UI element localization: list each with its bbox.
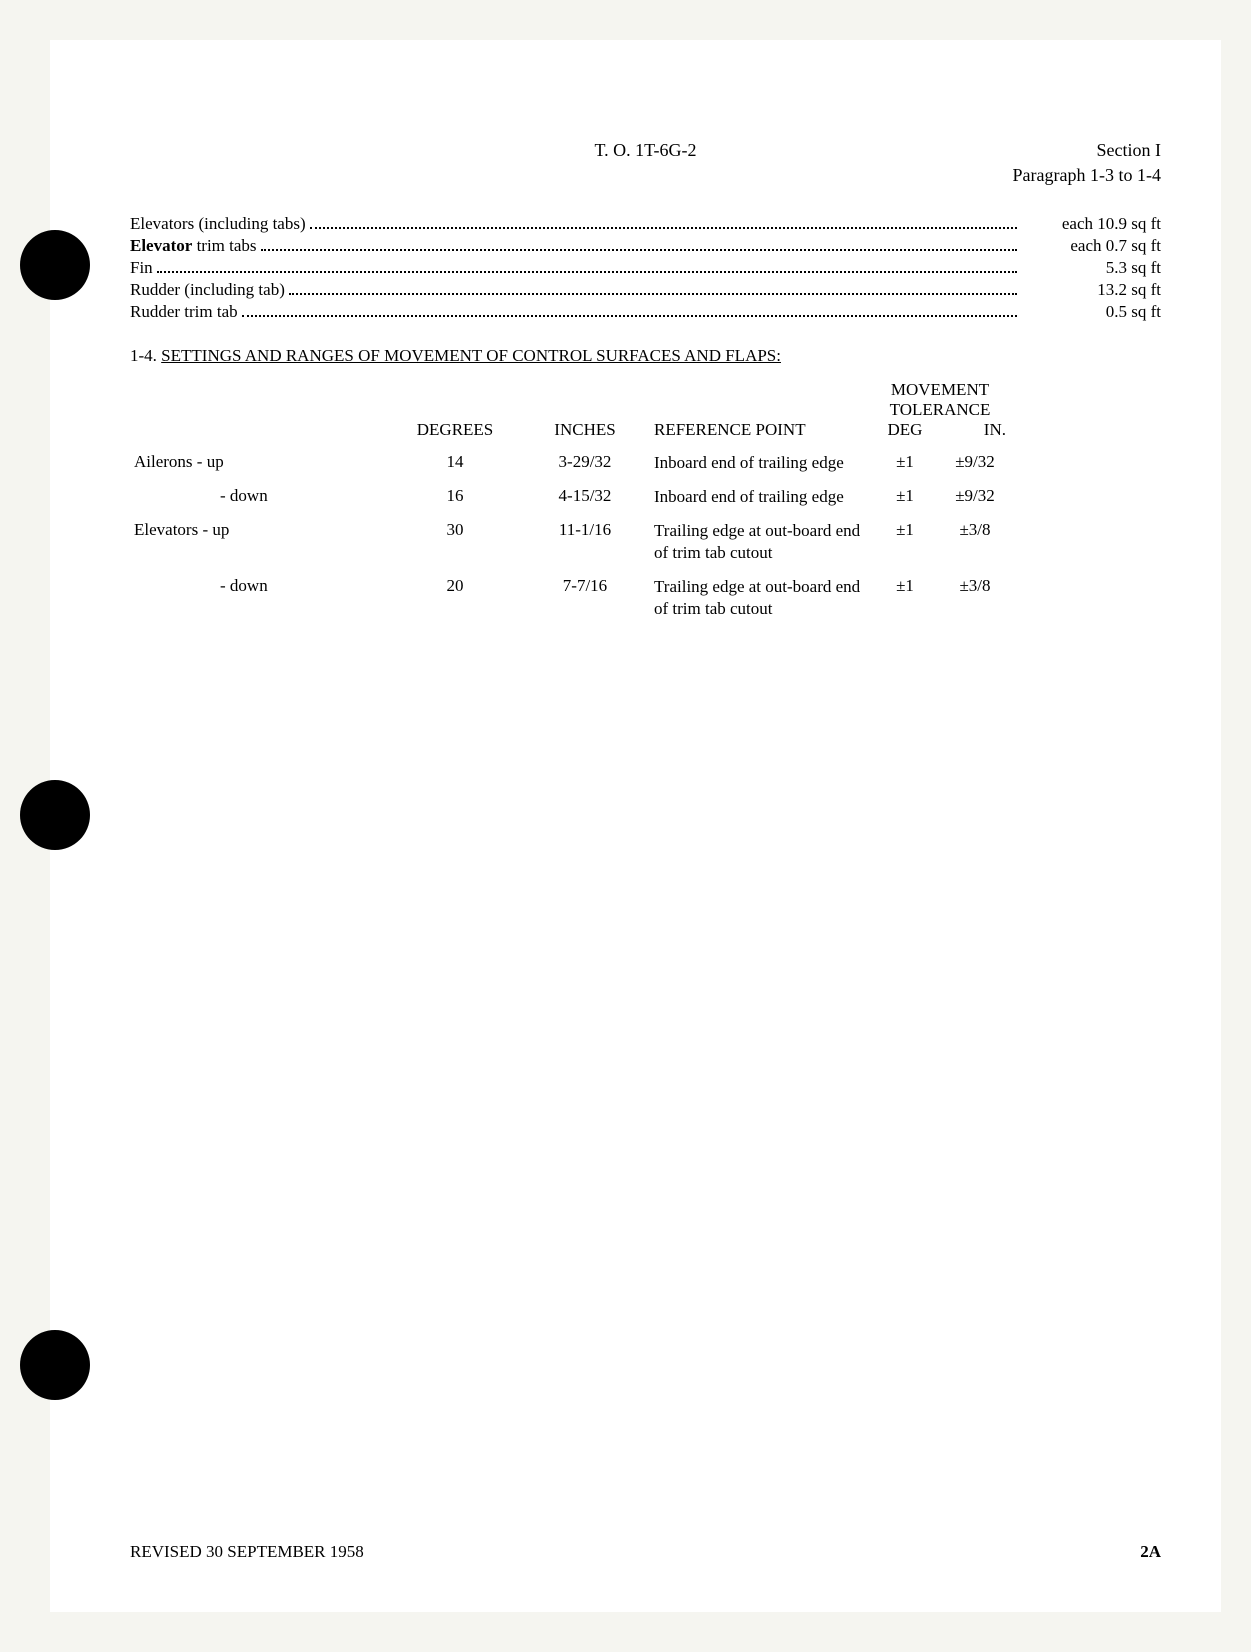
row-inches: 4-15/32 (520, 486, 650, 506)
dotted-row: Elevator trim tabs each 0.7 sq ft (130, 236, 1161, 256)
table-row: Ailerons - up 14 3-29/32 Inboard end of … (130, 452, 1161, 474)
dotted-row: Rudder (including tab) 13.2 sq ft (130, 280, 1161, 300)
row-name: Elevators - up (130, 520, 390, 540)
col-tolerance: TOLERANCE (870, 400, 1010, 420)
section-title: SETTINGS AND RANGES OF MOVEMENT OF CONTR… (161, 346, 781, 365)
dotted-label-bold: Elevator (130, 236, 192, 255)
row-tol-deg: ±1 (870, 520, 940, 540)
header-row-2: Paragraph 1-3 to 1-4 (130, 165, 1161, 186)
dotted-row: Fin 5.3 sq ft (130, 258, 1161, 278)
dotted-value: 5.3 sq ft (1021, 258, 1161, 278)
leader-dots (261, 249, 1017, 251)
leader-dots (289, 293, 1017, 295)
row-tol-deg: ±1 (870, 486, 940, 506)
row-degrees: 14 (390, 452, 520, 472)
paragraph-range: Paragraph 1-3 to 1-4 (1013, 165, 1161, 186)
row-name: Ailerons - up (130, 452, 390, 472)
dotted-label: Elevator trim tabs (130, 236, 257, 256)
table-row: Elevators - up 30 11-1/16 Trailing edge … (130, 520, 1161, 564)
col-movement: MOVEMENT (870, 380, 1010, 400)
row-ref: Trailing edge at out-board end of trim t… (650, 576, 870, 620)
table-header: TOLERANCE (130, 400, 1161, 420)
row-inches: 7-7/16 (520, 576, 650, 596)
doc-id: T. O. 1T-6G-2 (330, 140, 961, 161)
leader-dots (310, 227, 1017, 229)
col-deg: DEG (870, 420, 940, 440)
dotted-value: each 0.7 sq ft (1021, 236, 1161, 256)
dotted-value: 0.5 sq ft (1021, 302, 1161, 322)
col-inches: INCHES (520, 420, 650, 440)
col-degrees: DEGREES (390, 420, 520, 440)
dotted-label-rest: trim tabs (192, 236, 256, 255)
row-tol-deg: ±1 (870, 576, 940, 596)
col-ref: REFERENCE POINT (650, 420, 870, 440)
dotted-label: Fin (130, 258, 153, 278)
row-tol-in: ±9/32 (940, 452, 1010, 472)
revision-date: REVISED 30 SEPTEMBER 1958 (130, 1542, 364, 1562)
row-degrees: 20 (390, 576, 520, 596)
row-ref: Trailing edge at out-board end of trim t… (650, 520, 870, 564)
header-row-1: T. O. 1T-6G-2 Section I (130, 140, 1161, 161)
page: T. O. 1T-6G-2 Section I Paragraph 1-3 to… (50, 40, 1221, 1612)
table-header: MOVEMENT (130, 380, 1161, 400)
page-footer: REVISED 30 SEPTEMBER 1958 2A (130, 1542, 1161, 1562)
row-degrees: 30 (390, 520, 520, 540)
row-ref: Inboard end of trailing edge (650, 452, 870, 474)
dotted-row: Rudder trim tab 0.5 sq ft (130, 302, 1161, 322)
leader-dots (157, 271, 1017, 273)
row-tol-deg: ±1 (870, 452, 940, 472)
punch-hole-icon (20, 780, 90, 850)
dotted-value: 13.2 sq ft (1021, 280, 1161, 300)
punch-hole-icon (20, 1330, 90, 1400)
dotted-value: each 10.9 sq ft (1021, 214, 1161, 234)
table-row: - down 16 4-15/32 Inboard end of trailin… (130, 486, 1161, 508)
row-tol-in: ±9/32 (940, 486, 1010, 506)
leader-dots (242, 315, 1017, 317)
row-tol-in: ±3/8 (940, 520, 1010, 540)
row-name: - down (130, 486, 390, 506)
row-name: - down (130, 576, 390, 596)
col-in: IN. (940, 420, 1010, 440)
dotted-label: Rudder (including tab) (130, 280, 285, 300)
dotted-row: Elevators (including tabs) each 10.9 sq … (130, 214, 1161, 234)
row-inches: 11-1/16 (520, 520, 650, 540)
table-header: DEGREES INCHES REFERENCE POINT DEG IN. (130, 420, 1161, 440)
row-degrees: 16 (390, 486, 520, 506)
page-number: 2A (1140, 1542, 1161, 1562)
dotted-label: Elevators (including tabs) (130, 214, 306, 234)
section-label: Section I (961, 140, 1161, 161)
section-heading: 1-4. SETTINGS AND RANGES OF MOVEMENT OF … (130, 346, 1161, 366)
punch-hole-icon (20, 230, 90, 300)
settings-table: MOVEMENT TOLERANCE DEGREES INCHES REFERE… (130, 380, 1161, 621)
row-tol-in: ±3/8 (940, 576, 1010, 596)
row-ref: Inboard end of trailing edge (650, 486, 870, 508)
dotted-list: Elevators (including tabs) each 10.9 sq … (130, 214, 1161, 322)
row-inches: 3-29/32 (520, 452, 650, 472)
table-row: - down 20 7-7/16 Trailing edge at out-bo… (130, 576, 1161, 620)
section-number: 1-4. (130, 346, 157, 365)
dotted-label: Rudder trim tab (130, 302, 238, 322)
